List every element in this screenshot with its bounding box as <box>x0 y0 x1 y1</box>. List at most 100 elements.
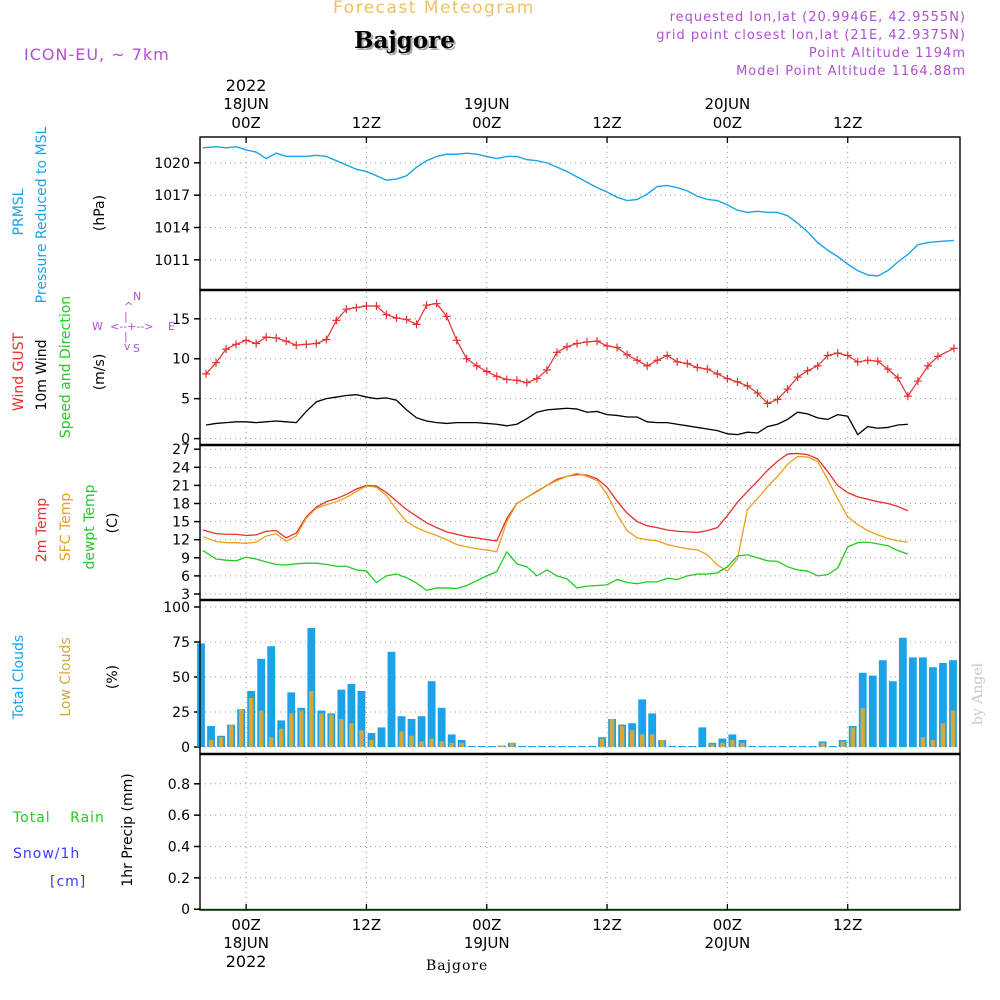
low-clouds-bar <box>309 691 314 747</box>
forecast-title: Forecast Meteogram <box>333 0 535 18</box>
gust-point <box>913 377 922 386</box>
grid-point-coords: grid point closest lon,lat (21E, 42.9375… <box>656 28 966 43</box>
gust-point <box>853 357 862 366</box>
low-clouds-bar <box>920 737 926 747</box>
y-tick-label: 12 <box>172 533 190 549</box>
total-clouds-bar <box>668 746 677 747</box>
low-clouds-bar <box>619 726 625 747</box>
gust-point <box>623 350 632 359</box>
y-tick-label: 1014 <box>154 221 190 237</box>
total-clouds-bar <box>467 746 476 747</box>
y-tick-label: 75 <box>172 635 190 651</box>
total-clouds-bar <box>808 746 817 747</box>
gust-point <box>843 351 852 360</box>
total-clouds-bar <box>387 651 396 747</box>
total-clouds-bar <box>337 689 346 747</box>
y-tick-label: 24 <box>172 460 190 476</box>
bottom-time-label: 00Z <box>472 916 501 934</box>
total-clouds-bar <box>898 637 907 747</box>
total-clouds-bar <box>377 727 386 747</box>
gust-point <box>382 310 391 319</box>
gust-point <box>312 339 321 348</box>
gust-point <box>472 361 481 370</box>
low-clouds-bar <box>609 719 615 747</box>
total-clouds-bar <box>537 746 546 747</box>
compass-icon: N S W E ^ | <--+--> | v <box>92 290 182 360</box>
total-clouds-bar <box>307 628 316 747</box>
low-clouds-bar <box>339 719 344 747</box>
gust-point <box>482 367 491 376</box>
gust-point <box>512 376 521 385</box>
compass-north: N <box>133 290 142 303</box>
low-clouds-bar <box>208 740 214 747</box>
bottom-day-label: 20JUN <box>705 934 751 952</box>
total-clouds-bar <box>568 746 576 747</box>
low-clouds-bar <box>349 723 354 747</box>
gust-point <box>933 352 942 361</box>
gust-point <box>362 301 371 310</box>
temp-2m-series-line <box>202 452 909 542</box>
gust-point <box>252 339 261 348</box>
gust-point <box>332 316 341 325</box>
gust-point <box>522 378 531 387</box>
gust-point <box>803 366 812 375</box>
total-clouds-bar <box>888 681 897 747</box>
total-clouds-bar <box>197 643 205 747</box>
gust-point <box>833 349 842 358</box>
y-tick-label: 15 <box>172 515 190 531</box>
gust-point <box>452 336 461 345</box>
compass-south: S <box>133 342 140 355</box>
gust-point <box>903 392 912 401</box>
bottom-year-label: 2022 <box>226 952 267 971</box>
gust-point <box>593 337 602 346</box>
bottom-day-label: 18JUN <box>223 934 269 952</box>
gust-point <box>302 340 311 349</box>
top-time-label: 00Z <box>713 114 742 132</box>
gust-point <box>422 301 431 310</box>
gust-point <box>653 356 662 365</box>
gust-point <box>392 313 401 322</box>
gust-point <box>272 333 281 342</box>
y-tick-label: 0 <box>181 432 190 448</box>
total-clouds-bar <box>939 663 947 747</box>
gust-point <box>492 372 501 381</box>
low-clouds-bar <box>248 698 254 747</box>
gust-point <box>773 395 782 404</box>
gust-point <box>713 369 722 378</box>
low-clouds-bar <box>930 740 936 747</box>
gust-point <box>232 340 241 349</box>
temp-dewpt-series-line <box>202 541 909 592</box>
total-clouds-bar <box>417 716 426 747</box>
gust-point <box>823 351 832 360</box>
bottom-time-label: 12Z <box>592 916 621 934</box>
model-altitude: Model Point Altitude 1164.88m <box>736 64 966 79</box>
total-clouds-bar <box>929 667 937 747</box>
low-clouds-bar <box>299 710 304 747</box>
gust-point <box>532 374 541 383</box>
low-clouds-bar <box>369 740 374 747</box>
total-clouds-bar <box>768 746 777 747</box>
total-clouds-bar <box>407 719 416 747</box>
total-clouds-bar <box>437 707 446 747</box>
y-tick-label: 25 <box>172 705 190 721</box>
low-clouds-bar <box>429 738 434 747</box>
low-clouds-bar <box>238 709 244 747</box>
gust-point <box>663 351 672 360</box>
total-clouds-bar <box>758 746 767 747</box>
gust-point <box>603 341 612 350</box>
gust-point <box>583 337 592 346</box>
top-time-label: 12Z <box>352 114 381 132</box>
total-clouds-bar <box>688 746 697 747</box>
low-clouds-bar <box>419 741 424 747</box>
total-clouds-bar <box>678 746 687 747</box>
gust-point <box>793 373 802 382</box>
low-clouds-bar <box>660 740 665 747</box>
gust-point <box>552 348 561 357</box>
total-clouds-bar <box>527 746 536 747</box>
y-tick-label: 18 <box>172 497 190 513</box>
gust-point <box>673 357 682 366</box>
low-clouds-bar <box>289 713 294 747</box>
y-tick-label: 0 <box>181 902 190 918</box>
snow-label: Snow/1h <box>13 846 81 862</box>
